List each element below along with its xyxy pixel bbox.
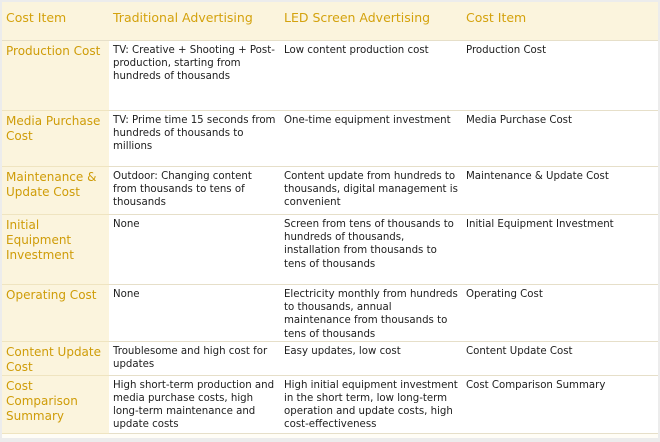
- led-cell: Low content production cost: [280, 40, 462, 111]
- cost-comparison-table: Cost Item Traditional Advertising LED Sc…: [2, 2, 658, 434]
- header-led-screen-advertising: LED Screen Advertising: [280, 2, 462, 41]
- table-header-row: Cost Item Traditional Advertising LED Sc…: [2, 2, 658, 41]
- row-label: Cost Comparison Summary: [2, 375, 109, 434]
- traditional-cell: High short-term production and media pur…: [109, 375, 280, 434]
- header-cost-item: Cost Item: [2, 2, 109, 41]
- row-label: Production Cost: [2, 40, 109, 111]
- table-row: Production Cost TV: Creative + Shooting …: [2, 40, 658, 111]
- table-row: Maintenance & Update Cost Outdoor: Chang…: [2, 166, 658, 215]
- led-cell: Easy updates, low cost: [280, 341, 462, 376]
- header-traditional-advertising: Traditional Advertising: [109, 2, 280, 41]
- row-label: Maintenance & Update Cost: [2, 166, 109, 215]
- row-label: Initial Equipment Investment: [2, 214, 109, 285]
- row-label: Content Update Cost: [2, 341, 109, 376]
- traditional-cell: TV: Prime time 15 seconds from hundreds …: [109, 110, 280, 167]
- traditional-cell: Outdoor: Changing content from thousands…: [109, 166, 280, 215]
- traditional-cell: Troublesome and high cost for updates: [109, 341, 280, 376]
- table-row: Operating Cost None Electricity monthly …: [2, 284, 658, 342]
- led-cell: Content update from hundreds to thousand…: [280, 166, 462, 215]
- cost-item-cell: Initial Equipment Investment: [462, 214, 658, 285]
- row-label: Operating Cost: [2, 284, 109, 342]
- traditional-cell: TV: Creative + Shooting + Post-productio…: [109, 40, 280, 111]
- cost-item-cell: Maintenance & Update Cost: [462, 166, 658, 215]
- cost-item-cell: Cost Comparison Summary: [462, 375, 658, 434]
- traditional-cell: None: [109, 284, 280, 342]
- traditional-cell: None: [109, 214, 280, 285]
- row-label: Media Purchase Cost: [2, 110, 109, 167]
- table-row: Media Purchase Cost TV: Prime time 15 se…: [2, 110, 658, 167]
- led-cell: Screen from tens of thousands to hundred…: [280, 214, 462, 285]
- cost-item-cell: Operating Cost: [462, 284, 658, 342]
- header-cost-item-repeat: Cost Item: [462, 2, 658, 41]
- led-cell: High initial equipment investment in the…: [280, 375, 462, 434]
- cost-item-cell: Media Purchase Cost: [462, 110, 658, 167]
- led-cell: One-time equipment investment: [280, 110, 462, 167]
- led-cell: Electricity monthly from hundreds to tho…: [280, 284, 462, 342]
- table-row: Cost Comparison Summary High short-term …: [2, 375, 658, 434]
- table-row: Initial Equipment Investment None Screen…: [2, 214, 658, 285]
- cost-item-cell: Production Cost: [462, 40, 658, 111]
- table-row: Content Update Cost Troublesome and high…: [2, 341, 658, 376]
- cost-item-cell: Content Update Cost: [462, 341, 658, 376]
